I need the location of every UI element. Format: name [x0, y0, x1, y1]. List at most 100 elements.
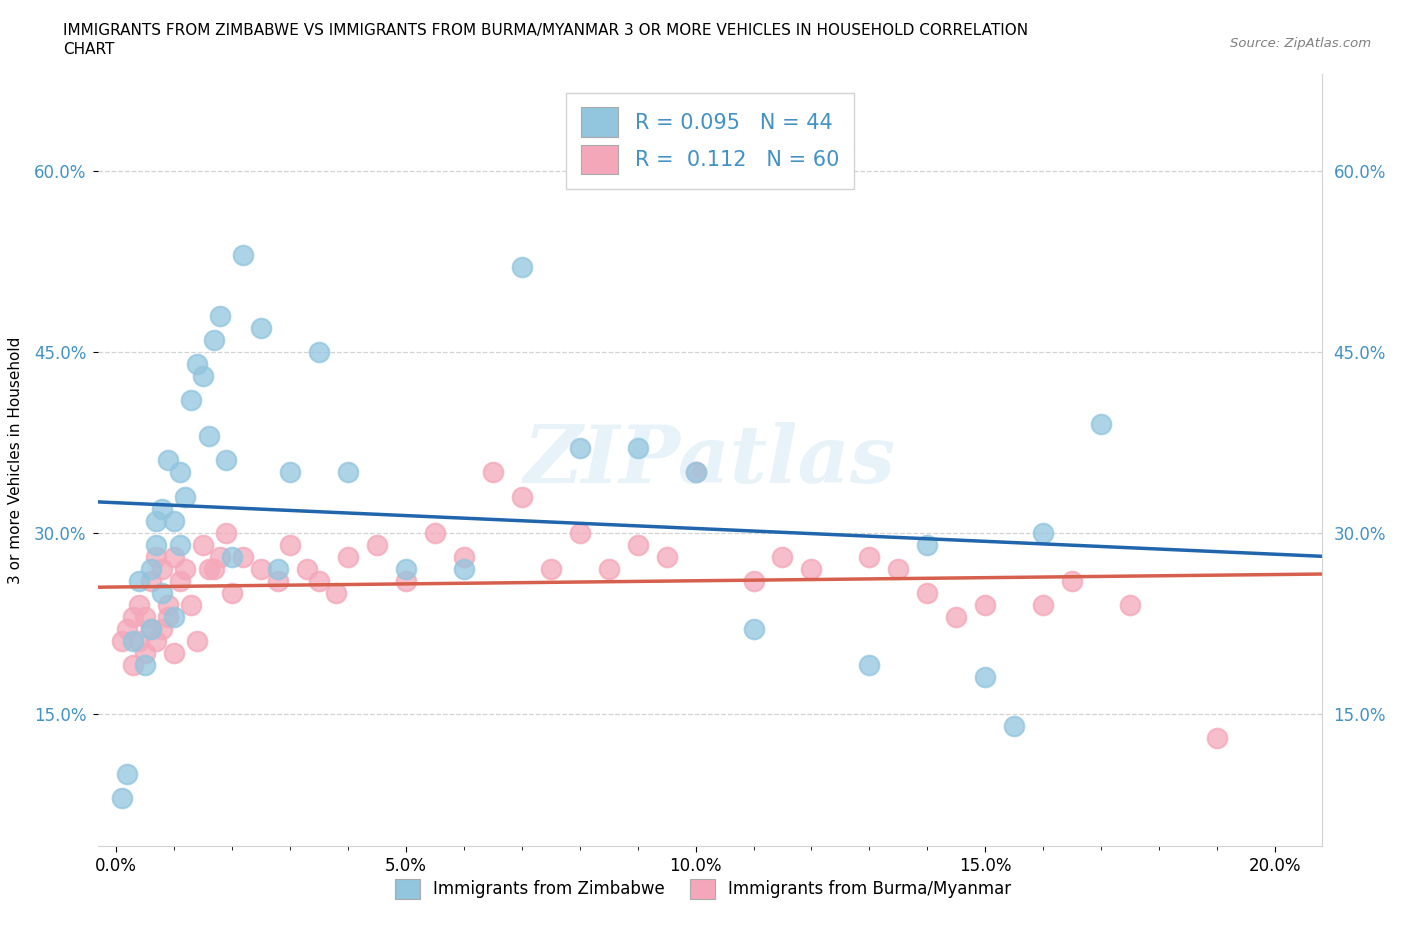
Point — [626, 538, 648, 552]
Point — [139, 562, 162, 577]
Point — [117, 766, 139, 781]
Point — [215, 453, 238, 468]
Point — [325, 586, 347, 601]
Point — [308, 344, 330, 359]
Point — [742, 622, 765, 637]
Point — [626, 441, 648, 456]
Point — [186, 634, 208, 649]
Point — [267, 562, 290, 577]
Point — [249, 320, 271, 335]
Point — [510, 489, 533, 504]
Point — [221, 586, 243, 601]
Point — [1032, 598, 1054, 613]
Point — [1062, 574, 1084, 589]
Point — [395, 574, 418, 589]
Point — [197, 429, 219, 444]
Point — [232, 248, 254, 263]
Point — [423, 525, 446, 540]
Point — [156, 598, 179, 613]
Point — [598, 562, 620, 577]
Point — [1090, 417, 1112, 432]
Point — [122, 634, 145, 649]
Point — [128, 574, 150, 589]
Point — [174, 562, 197, 577]
Point — [568, 525, 591, 540]
Point — [209, 550, 232, 565]
Point — [169, 574, 191, 589]
Point — [232, 550, 254, 565]
Point — [215, 525, 238, 540]
Point — [163, 513, 186, 528]
Point — [163, 550, 186, 565]
Point — [1206, 730, 1229, 745]
Point — [481, 465, 503, 480]
Point — [858, 550, 880, 565]
Point — [150, 501, 173, 516]
Point — [945, 610, 967, 625]
Point — [180, 598, 202, 613]
Point — [128, 598, 150, 613]
Point — [122, 610, 145, 625]
Point — [685, 465, 707, 480]
Point — [122, 658, 145, 672]
Point — [395, 562, 418, 577]
Point — [453, 550, 475, 565]
Point — [1032, 525, 1054, 540]
Text: IMMIGRANTS FROM ZIMBABWE VS IMMIGRANTS FROM BURMA/MYANMAR 3 OR MORE VEHICLES IN : IMMIGRANTS FROM ZIMBABWE VS IMMIGRANTS F… — [63, 23, 1028, 38]
Point — [145, 550, 167, 565]
Point — [202, 332, 225, 347]
Point — [145, 538, 167, 552]
Point — [221, 550, 243, 565]
Point — [655, 550, 678, 565]
Point — [139, 574, 162, 589]
Point — [336, 550, 359, 565]
Point — [742, 574, 765, 589]
Point — [1002, 718, 1025, 733]
Y-axis label: 3 or more Vehicles in Household: 3 or more Vehicles in Household — [8, 337, 22, 584]
Point — [887, 562, 910, 577]
Text: ZIPatlas: ZIPatlas — [524, 421, 896, 499]
Point — [117, 622, 139, 637]
Point — [267, 574, 290, 589]
Point — [336, 465, 359, 480]
Legend: R = 0.095   N = 44, R =  0.112   N = 60: R = 0.095 N = 44, R = 0.112 N = 60 — [567, 93, 853, 189]
Point — [145, 513, 167, 528]
Point — [150, 562, 173, 577]
Point — [308, 574, 330, 589]
Point — [134, 610, 156, 625]
Point — [110, 634, 132, 649]
Point — [145, 634, 167, 649]
Point — [295, 562, 318, 577]
Point — [800, 562, 823, 577]
Point — [110, 790, 132, 805]
Point — [202, 562, 225, 577]
Point — [974, 670, 997, 684]
Text: CHART: CHART — [63, 42, 115, 57]
Point — [249, 562, 271, 577]
Point — [134, 646, 156, 661]
Point — [278, 465, 301, 480]
Point — [1119, 598, 1142, 613]
Point — [156, 453, 179, 468]
Point — [278, 538, 301, 552]
Point — [917, 538, 939, 552]
Point — [772, 550, 794, 565]
Point — [139, 622, 162, 637]
Text: Source: ZipAtlas.com: Source: ZipAtlas.com — [1230, 37, 1371, 50]
Point — [163, 610, 186, 625]
Point — [180, 392, 202, 407]
Point — [186, 356, 208, 371]
Legend: Immigrants from Zimbabwe, Immigrants from Burma/Myanmar: Immigrants from Zimbabwe, Immigrants fro… — [381, 866, 1025, 912]
Point — [685, 465, 707, 480]
Point — [366, 538, 388, 552]
Point — [858, 658, 880, 672]
Point — [209, 308, 232, 323]
Point — [134, 658, 156, 672]
Point — [191, 368, 214, 383]
Point — [169, 465, 191, 480]
Point — [974, 598, 997, 613]
Point — [163, 646, 186, 661]
Point — [150, 586, 173, 601]
Point — [568, 441, 591, 456]
Point — [150, 622, 173, 637]
